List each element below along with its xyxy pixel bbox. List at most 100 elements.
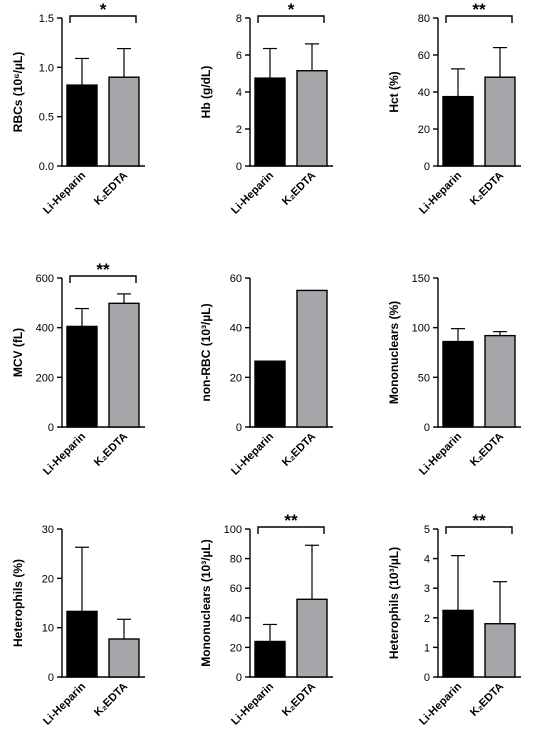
bar-k2edta (484, 76, 516, 167)
significance-marker: ** (284, 511, 298, 530)
y-tick-label: 0 (236, 672, 242, 684)
y-tick-label: 0 (48, 422, 54, 434)
category-label: K₂EDTA (468, 431, 506, 469)
bar-li-heparin (66, 325, 98, 428)
y-tick-label: 10 (42, 623, 54, 635)
y-tick-label: 6 (236, 50, 242, 62)
y-axis-label: Heterophils (10³/µL) (387, 547, 401, 659)
y-tick-label: 1 (424, 642, 430, 654)
bar-li-heparin (254, 360, 286, 428)
category-label: K₂EDTA (92, 170, 130, 208)
bar-li-heparin (442, 340, 474, 428)
category-label: K₂EDTA (280, 681, 318, 719)
y-tick-label: 200 (36, 372, 54, 384)
y-tick-label: 2 (236, 124, 242, 136)
y-tick-label: 0 (424, 672, 430, 684)
category-label: Li-Heparin (41, 680, 88, 727)
category-label: Li-Heparin (41, 169, 88, 216)
y-axis-label: MCV (fL) (11, 328, 25, 377)
y-tick-label: 60 (230, 273, 242, 285)
bar-k2edta (484, 623, 516, 678)
significance-marker: ** (96, 260, 110, 279)
significance-marker: ** (472, 0, 486, 19)
category-label: Li-Heparin (229, 430, 276, 477)
y-tick-label: 4 (424, 554, 430, 566)
y-tick-label: 3 (424, 583, 430, 595)
y-tick-label: 40 (418, 87, 430, 99)
bar-k2edta (108, 638, 140, 678)
bar-li-heparin (442, 95, 474, 167)
y-tick-label: 50 (418, 372, 430, 384)
y-tick-label: 0.5 (39, 112, 54, 124)
panel-5: 0 20 40 60 non-RBC (10³/µL) Li-Heparin K₂EDTA (199, 273, 333, 478)
bar-li-heparin (442, 609, 474, 678)
y-tick-label: 1.5 (39, 13, 54, 25)
y-tick-label: 400 (36, 323, 54, 335)
y-tick-label: 0 (236, 422, 242, 434)
y-axis-label: Hct (%) (387, 71, 401, 112)
y-tick-label: 20 (230, 372, 242, 384)
y-tick-label: 0 (424, 161, 430, 173)
y-tick-label: 20 (42, 573, 54, 585)
category-label: Li-Heparin (417, 430, 464, 477)
y-tick-label: 1.0 (39, 62, 54, 74)
y-tick-label: 80 (418, 13, 430, 25)
y-tick-label: 60 (418, 50, 430, 62)
panel-1: 0.0 0.5 1.0 1.5 RBCs (10⁶/µL) Li-Heparin K₂EDT… (11, 0, 145, 217)
y-tick-label: 30 (42, 524, 54, 536)
significance-marker: * (100, 0, 107, 19)
category-label: K₂EDTA (92, 431, 130, 469)
y-tick-label: 150 (412, 273, 430, 285)
y-tick-label: 80 (230, 554, 242, 566)
panel-8: 0 20 40 60 80 100 Mononuclears (10³/µL) Li-Hepa… (199, 511, 333, 728)
y-tick-label: 60 (230, 583, 242, 595)
bar-k2edta (108, 302, 140, 428)
bar-li-heparin (254, 640, 286, 678)
category-label: Li-Heparin (41, 430, 88, 477)
significance-bracket (69, 275, 137, 283)
category-label: K₂EDTA (468, 681, 506, 719)
y-tick-label: 600 (36, 273, 54, 285)
bar-k2edta (296, 598, 328, 678)
y-axis-label: non-RBC (10³/µL) (199, 303, 213, 401)
y-tick-label: 0 (236, 161, 242, 173)
panel-2: 0 2 4 6 8 Hb (g/dL) Li-Heparin K₂EDTA * (199, 0, 333, 217)
bar-k2edta (296, 70, 328, 167)
bar-li-heparin (66, 610, 98, 678)
significance-bracket (445, 15, 513, 23)
category-label: Li-Heparin (417, 169, 464, 216)
y-axis-label: Hb (g/dL) (199, 66, 213, 119)
y-axis-label: Heterophils (%) (11, 559, 25, 647)
y-tick-label: 2 (424, 613, 430, 625)
category-label: Li-Heparin (417, 680, 464, 727)
y-tick-label: 0 (48, 672, 54, 684)
significance-bracket (445, 526, 513, 534)
y-tick-label: 20 (230, 642, 242, 654)
y-tick-label: 8 (236, 13, 242, 25)
panel-4: 0 200 400 600 MCV (fL) Li-Heparin K₂EDTA ** (11, 260, 145, 478)
y-axis-label: Mononuclears (10³/µL) (199, 539, 213, 667)
panel-7: 0 10 20 30 Heterophils (%) Li-Heparin K₂EDTA (11, 524, 145, 728)
significance-marker: * (288, 0, 295, 19)
y-tick-label: 4 (236, 87, 242, 99)
y-tick-label: 100 (412, 323, 430, 335)
bar-li-heparin (66, 84, 98, 167)
y-tick-label: 0 (424, 422, 430, 434)
y-tick-label: 100 (224, 524, 242, 536)
y-tick-label: 5 (424, 524, 430, 536)
category-label: K₂EDTA (280, 170, 318, 208)
y-tick-label: 40 (230, 613, 242, 625)
significance-marker: ** (472, 511, 486, 530)
y-axis-label: RBCs (10⁶/µL) (11, 52, 25, 132)
y-tick-label: 40 (230, 323, 242, 335)
bar-li-heparin (254, 77, 286, 167)
category-label: K₂EDTA (468, 170, 506, 208)
category-label: Li-Heparin (229, 169, 276, 216)
bar-k2edta (108, 76, 140, 167)
category-label: K₂EDTA (280, 431, 318, 469)
category-label: Li-Heparin (229, 680, 276, 727)
significance-bracket (257, 15, 325, 23)
y-tick-label: 20 (418, 124, 430, 136)
y-tick-label: 0.0 (39, 161, 54, 173)
